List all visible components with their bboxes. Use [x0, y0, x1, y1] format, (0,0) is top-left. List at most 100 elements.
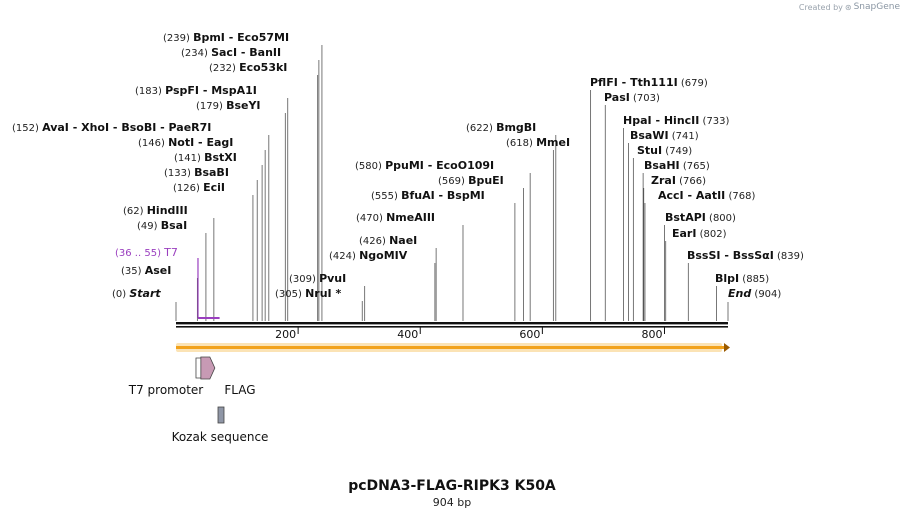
site-bsabi-label: (133) BsaBI — [164, 166, 229, 179]
enzyme-name-bsai: BsaI — [161, 219, 187, 232]
enzyme-name-eagi: EagI — [206, 136, 233, 149]
site-bstapi-position: (800) — [706, 213, 736, 224]
site-pvui-position: (309) — [289, 274, 319, 285]
site-hpai-position: (733) — [699, 116, 729, 127]
enzyme-name-eari: EarI — [672, 227, 696, 240]
site-bsai-label: (49) BsaI — [137, 219, 187, 232]
site-mmei-position: (618) — [506, 138, 536, 149]
enzyme-name-start: Start — [129, 287, 161, 300]
enzyme-name-bsssi: BssSI — [687, 249, 721, 262]
ruler-ticks: 200 400 600 800 — [275, 327, 665, 341]
sequence-length-label: 904 bp — [432, 496, 472, 509]
site-bstxi-position: (141) — [174, 153, 204, 164]
map-title-block: pcDNA3-FLAG-RIPK3 K50A 904 bp — [0, 478, 904, 509]
site-mmei-label: (618) MmeI — [506, 136, 570, 149]
site-stui-label: StuI (749) — [637, 144, 692, 157]
enzyme-name-naei: NaeI — [389, 234, 417, 247]
site-pflfi-separator: - — [618, 76, 630, 89]
site-end-label: End (904) — [728, 287, 781, 300]
enzyme-name-bsabi: BsaBI — [194, 166, 229, 179]
site-bsssi-separator: - — [721, 249, 733, 262]
site-bsssi-label: BssSI - BssSαI (839) — [687, 249, 804, 262]
enzyme-name-bfuai: BfuAI — [401, 189, 435, 202]
enzyme-name-banii: BanII — [249, 46, 281, 59]
site-bmgbi-label: (622) BmgBI — [466, 121, 536, 134]
site-bsawi-label: BsaWI (741) — [630, 129, 699, 142]
site-pflfi-label: PflFI - Tth111I (679) — [590, 76, 708, 89]
site-avai-separator: - — [156, 121, 168, 134]
site-noti-separator: - — [194, 136, 206, 149]
tick-label-400: 400 — [397, 328, 418, 341]
site-pspfi-label: (183) PspFI - MspA1I — [135, 84, 257, 97]
site-bsawi-position: (741) — [669, 131, 699, 142]
site-pspfi-position: (183) — [135, 86, 165, 97]
primer-layer: (36 .. 55) T7 — [115, 246, 220, 319]
enzyme-name-paer7i: PaeR7I — [169, 121, 212, 134]
enzyme-name-noti: NotI — [168, 136, 194, 149]
enzyme-name-avai: AvaI — [42, 121, 69, 134]
site-noti-label: (146) NotI - EagI — [138, 136, 233, 149]
kozak-sequence-label: Kozak sequence — [172, 430, 269, 444]
site-bseyi-position: (179) — [196, 101, 226, 112]
enzyme-name-saci: SacI — [211, 46, 237, 59]
enzyme-name-ngomiv: NgoMIV — [359, 249, 408, 262]
site-eco53ki-label: (232) Eco53kI — [209, 61, 287, 74]
site-avai-label: (152) AvaI - XhoI - BsoBI - PaeR7I — [12, 121, 211, 134]
enzyme-name-ppumi: PpuMI — [385, 159, 424, 172]
site-pasi-position: (703) — [630, 93, 660, 104]
site-bsahi-label: BsaHI (765) — [644, 159, 710, 172]
enzyme-name-bsawi: BsaWI — [630, 129, 669, 142]
enzyme-name-nmeaiii: NmeAIII — [386, 211, 435, 224]
t7-primer-range: (36 .. 55) — [115, 248, 164, 259]
backbone-top-strand — [176, 322, 728, 325]
kozak-box-icon — [217, 406, 225, 424]
site-hindiii-label: (62) HindIII — [123, 204, 188, 217]
site-acci-separator: - — [684, 189, 696, 202]
site-eari-label: EarI (802) — [672, 227, 727, 240]
tick-label-600: 600 — [519, 328, 540, 341]
enzyme-name-bsss-i: BssSαI — [733, 249, 774, 262]
watermark-brand: SnapGene — [853, 2, 900, 12]
enzyme-name-asei: AseI — [145, 264, 172, 277]
feature-layer: T7 promoter FLAG Kozak sequence — [128, 356, 269, 444]
sequence-backbone — [176, 322, 728, 328]
site-ngomiv-label: (424) NgoMIV — [329, 249, 408, 262]
t7-primer-label: (36 .. 55) T7 — [115, 246, 178, 259]
site-avai-separator: - — [69, 121, 81, 134]
enzyme-name-pvui: PvuI — [319, 272, 346, 285]
site-pflfi-position: (679) — [678, 78, 708, 89]
site-end-position: (904) — [751, 289, 781, 300]
enzyme-name-bmgbi: BmgBI — [496, 121, 536, 134]
enzyme-name-bsobi: BsoBI — [121, 121, 156, 134]
site-zrai-position: (766) — [676, 176, 706, 187]
site-asei-label: (35) AseI — [121, 264, 171, 277]
enzyme-name-hpai: HpaI — [623, 114, 652, 127]
enzyme-name-xhoi: XhoI — [81, 121, 109, 134]
site-nrui-position: (305) — [275, 289, 305, 300]
enzyme-name-bseyi: BseYI — [226, 99, 260, 112]
enzyme-name-bstxi: BstXI — [204, 151, 237, 164]
site-nrui-label: (305) NruI * — [275, 287, 341, 300]
flag-label: FLAG — [224, 383, 255, 397]
enzyme-name-mmei: MmeI — [536, 136, 570, 149]
site-bstxi-label: (141) BstXI — [174, 151, 237, 164]
enzyme-site-labels: (0) Start (35) AseI (49) BsaI (62) HindIII (… — [12, 31, 804, 300]
site-ppumi-position: (580) — [355, 161, 385, 172]
site-avai-separator: - — [109, 121, 121, 134]
enzyme-name-pflfi: PflFI — [590, 76, 618, 89]
enzyme-name-bpuei: BpuEI — [468, 174, 504, 187]
flag-arrow-icon — [200, 356, 216, 380]
site-bpmi-label: (239) BpmI - Eco57MI — [163, 31, 289, 44]
site-blpi-label: BlpI (885) — [715, 272, 769, 285]
site-start-position: (0) — [112, 289, 129, 300]
enzyme-name-end: End — [728, 287, 751, 300]
snapgene-logo-icon: ⊛ — [844, 2, 852, 12]
enzyme-name-bstapi: BstAPI — [665, 211, 706, 224]
site-eari-position: (802) — [696, 229, 726, 240]
site-bfuai-position: (555) — [371, 191, 401, 202]
enzyme-name-zrai: ZraI — [651, 174, 676, 187]
enzyme-name-bsahi: BsaHI — [644, 159, 680, 172]
enzyme-name-pspfi: PspFI — [165, 84, 199, 97]
enzyme-name-mspa1i: MspA1I — [211, 84, 257, 97]
tick-label-800: 800 — [641, 328, 662, 341]
